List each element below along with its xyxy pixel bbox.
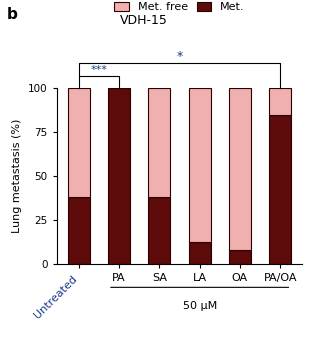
Text: ***: *** xyxy=(91,65,107,75)
Text: 50 μM: 50 μM xyxy=(183,301,217,312)
Bar xyxy=(68,88,90,197)
Legend: Met. free, Met.: Met. free, Met. xyxy=(114,2,245,13)
Bar xyxy=(148,88,170,197)
Bar xyxy=(148,197,170,264)
Bar xyxy=(229,88,251,250)
Bar xyxy=(68,197,90,264)
Bar xyxy=(229,250,251,264)
Bar xyxy=(189,88,211,241)
Bar xyxy=(269,88,291,115)
Y-axis label: Lung metastasis (%): Lung metastasis (%) xyxy=(13,119,22,234)
Text: b: b xyxy=(6,7,17,22)
Bar xyxy=(269,115,291,264)
Text: VDH-15: VDH-15 xyxy=(120,14,168,26)
Bar xyxy=(189,241,211,264)
Text: *: * xyxy=(176,49,183,63)
Bar xyxy=(108,88,130,264)
